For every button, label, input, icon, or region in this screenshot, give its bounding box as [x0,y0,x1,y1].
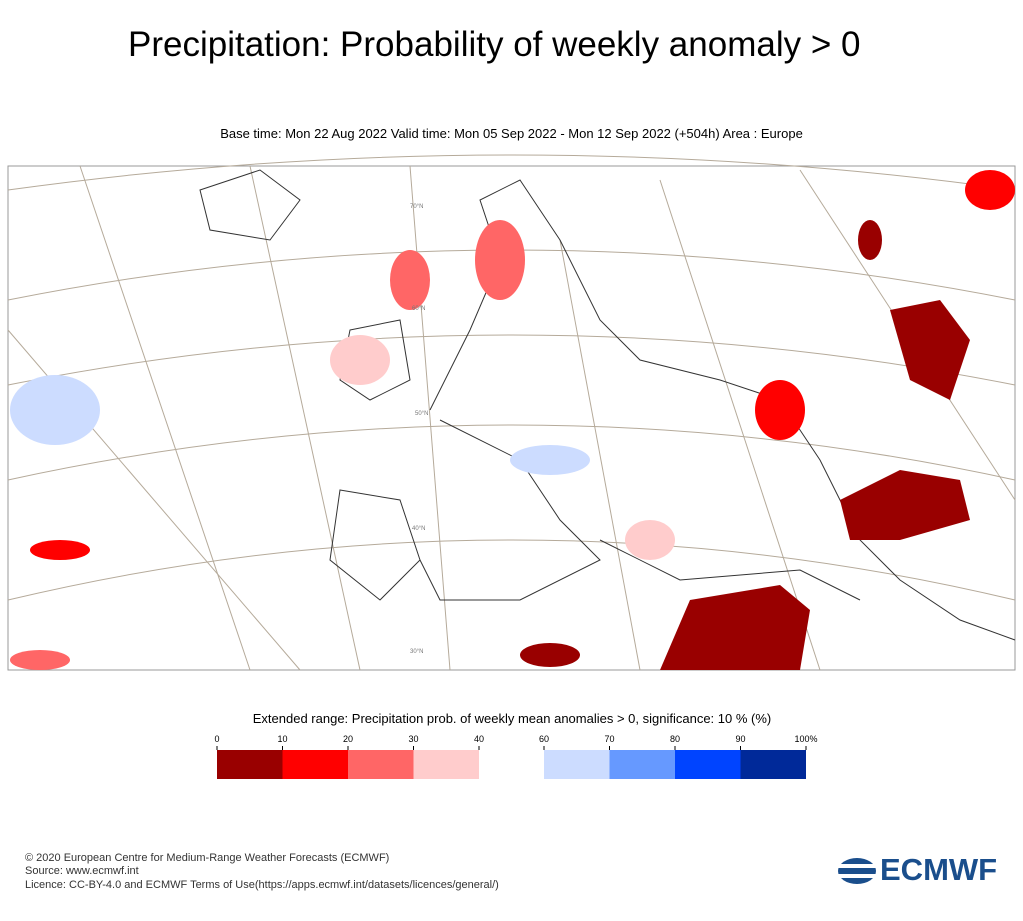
colorbar-tick-label: 20 [343,734,353,744]
latitude-label: 40°N [412,526,425,532]
subtitle: Base time: Mon 22 Aug 2022 Valid time: M… [220,126,803,141]
colorbar-items: 0 10 20 30 40 60 70 80 90 100% [214,734,818,779]
colorbar-segment [282,750,348,779]
footer-line: © 2020 European Centre for Medium-Range … [25,852,390,864]
colorbar: Extended range: Precipitation prob. of w… [214,711,818,779]
colorbar-tick-label: 80 [670,734,680,744]
latitude-labels: 70°N 60°N 50°N 40°N 30°N [410,204,428,655]
footer-line: Licence: CC-BY-4.0 and ECMWF Terms of Us… [25,879,499,891]
graticule [7,154,1016,671]
latitude-label: 30°N [410,649,423,655]
logo: ECMWF [880,852,998,887]
colorbar-tick-label: 100% [794,734,817,744]
colorbar-tick-label: 40 [474,734,484,744]
colorbar-segment [609,750,675,779]
latitude-label: 50°N [415,411,428,417]
latitude-label: 70°N [410,204,423,210]
colorbar-segment [544,750,610,779]
logo-icon [838,858,876,884]
colorbar-segment [740,750,806,779]
colorbar-caption: Extended range: Precipitation prob. of w… [253,711,771,726]
colorbar-tick-label: 30 [408,734,418,744]
colorbar-segment [413,750,479,779]
colorbar-tick-label: 70 [604,734,614,744]
colorbar-tick-label: 90 [735,734,745,744]
colorbar-tick-label: 60 [539,734,549,744]
colorbar-tick-label: 0 [214,734,219,744]
colorbar-segment [348,750,414,779]
footer-line: Source: www.ecmwf.int [25,865,139,877]
anomaly-areas [10,170,1015,670]
title: Precipitation: Probability of weekly ano… [128,25,861,64]
colorbar-segment [217,750,283,779]
latitude-label: 60°N [412,306,425,312]
colorbar-tick-label: 10 [277,734,287,744]
map: 70°N 60°N 50°N 40°N 30°N [7,154,1016,671]
colorbar-segment [675,750,741,779]
